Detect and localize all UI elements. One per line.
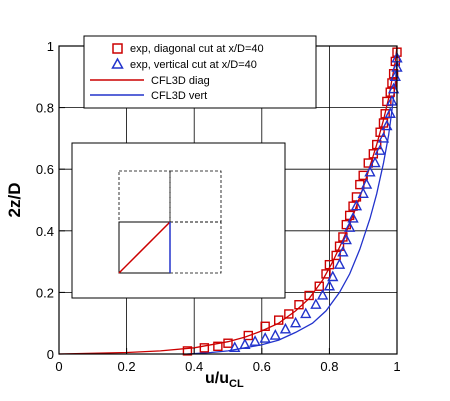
legend-marker-square bbox=[112, 43, 123, 54]
exp-vert-point bbox=[323, 279, 336, 291]
exp-vert-point bbox=[364, 165, 376, 177]
exp-diag-point bbox=[213, 341, 223, 351]
exp-vert-point bbox=[337, 245, 349, 257]
y-tick-label: 0.8 bbox=[36, 101, 54, 116]
exp-diag-point bbox=[375, 127, 385, 137]
x-tick-label: 0.6 bbox=[253, 359, 271, 374]
exp-vert-point bbox=[249, 335, 261, 346]
y-tick-label: 1 bbox=[47, 39, 54, 54]
legend-label-cfl3d-vert: CFL3D vert bbox=[151, 90, 207, 102]
inset-schematic bbox=[71, 142, 286, 299]
exp-vert-point bbox=[229, 341, 241, 353]
y-tick-label: 0.6 bbox=[36, 162, 54, 177]
exp-diag-point bbox=[324, 259, 335, 270]
exp-vert-point bbox=[310, 298, 322, 309]
exp-diag-point bbox=[223, 338, 233, 348]
y-tick-label: 0.2 bbox=[36, 285, 54, 300]
y-axis-title: 2z/D bbox=[5, 183, 24, 218]
x-tick-label: 0.4 bbox=[185, 359, 203, 374]
exp-vert-point bbox=[374, 144, 386, 155]
exp-vert-point bbox=[259, 332, 271, 343]
exp-vert-point bbox=[357, 187, 369, 199]
exp-diag-point bbox=[274, 315, 284, 325]
exp-diag-point bbox=[304, 290, 314, 301]
exp-diag-point bbox=[372, 139, 382, 150]
exp-diag-point bbox=[334, 241, 345, 251]
exp-vert-point bbox=[316, 288, 329, 300]
exp-diag-point bbox=[284, 309, 294, 319]
exp-diag-point bbox=[314, 281, 324, 291]
exp-diag-point bbox=[321, 269, 331, 279]
x-tick-label: 0.8 bbox=[320, 359, 338, 374]
exp-diag-point bbox=[182, 346, 193, 356]
exp-vert-point bbox=[239, 338, 251, 349]
exp-vert-point bbox=[333, 258, 346, 269]
x-tick-label: 0.2 bbox=[118, 359, 136, 374]
exp-diag-point bbox=[260, 321, 270, 331]
x-tick-label: 1 bbox=[393, 359, 400, 374]
exp-vert-point bbox=[289, 316, 302, 328]
x-axis-title-main: u/u bbox=[205, 370, 229, 387]
y-tick-label: 0.4 bbox=[36, 224, 54, 239]
exp-vert-point bbox=[369, 156, 381, 168]
exp-vert-point bbox=[269, 329, 281, 340]
inset-frame bbox=[71, 142, 286, 299]
x-tick-label: 0 bbox=[55, 359, 62, 374]
tick-marks bbox=[58, 45, 398, 355]
exp-diag-point bbox=[294, 300, 304, 310]
exp-vert-point bbox=[384, 107, 396, 118]
legend-label-exp-vert: exp, vertical cut at x/D=40 bbox=[130, 59, 257, 71]
exp-diag-point bbox=[243, 330, 253, 341]
exp-vert-point bbox=[347, 211, 359, 223]
exp-vert-point bbox=[377, 131, 390, 143]
exp-vert-point bbox=[344, 221, 356, 232]
tick-labels: 0 0.2 0.4 0.6 0.8 1 0 0.2 0.4 0.6 0.8 1 bbox=[36, 39, 401, 374]
exp-vert-point bbox=[350, 199, 363, 211]
inset-square-bottom-right bbox=[169, 221, 222, 274]
x-axis-title-subscript: CL bbox=[229, 378, 244, 390]
exp-vert-point bbox=[387, 82, 400, 94]
exp-vert-point bbox=[300, 307, 312, 319]
exp-vert-point bbox=[279, 322, 292, 334]
y-tick-label: 0 bbox=[47, 347, 54, 362]
legend-label-exp-diag: exp, diagonal cut at x/D=40 bbox=[130, 43, 264, 55]
exp-vert-point bbox=[327, 270, 339, 282]
legend-marker-triangle bbox=[111, 57, 124, 69]
inset-diagonal-cut bbox=[118, 221, 171, 274]
legend: exp, diagonal cut at x/D=40 exp, vertica… bbox=[83, 35, 317, 109]
exp-vert-point bbox=[340, 233, 352, 245]
x-axis-title: u/uCL bbox=[205, 370, 244, 390]
exp-vert-point bbox=[386, 94, 398, 106]
exp-vert-point bbox=[360, 178, 373, 189]
exp-diag-point bbox=[199, 343, 210, 353]
experimental-markers bbox=[182, 47, 403, 356]
legend-label-cfl3d-diag: CFL3D diag bbox=[151, 75, 210, 87]
exp-vert-point bbox=[381, 119, 393, 131]
